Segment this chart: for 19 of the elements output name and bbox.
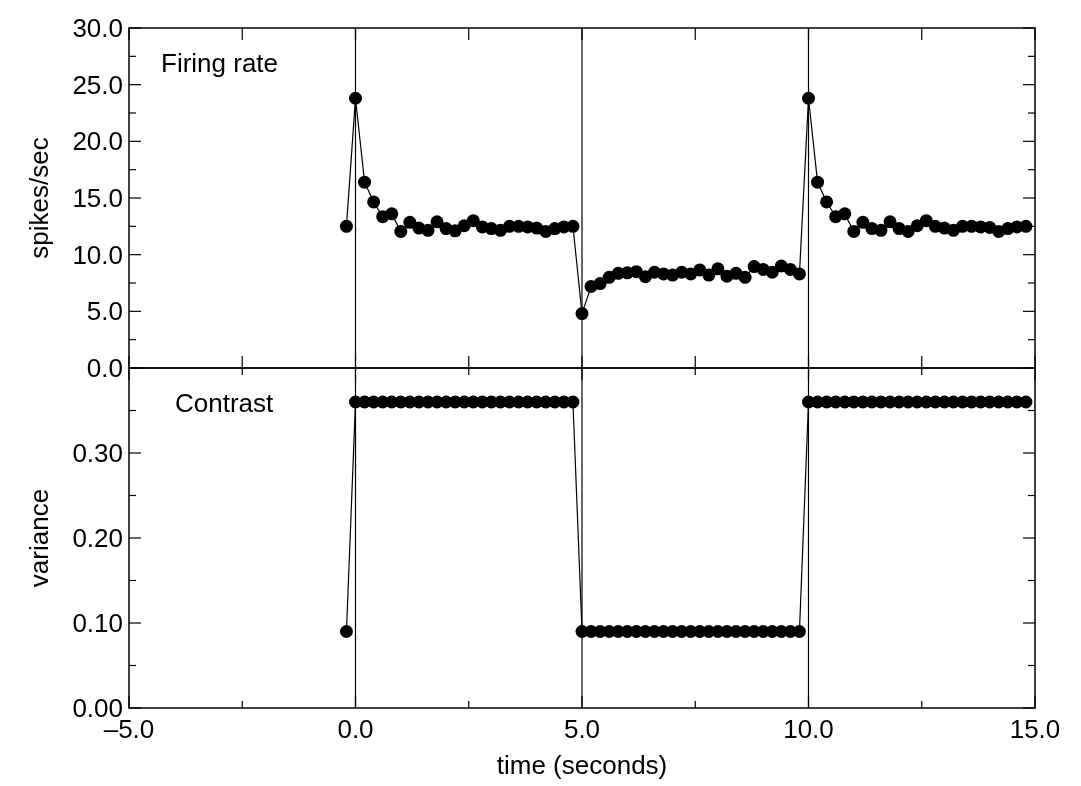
x-tick-label: 5.0 [563, 714, 601, 744]
annotation: Firing rate [161, 48, 279, 78]
y-tick-label: 0.0 [86, 353, 123, 383]
y-axis-title: variance [24, 488, 54, 588]
y-tick-label: 20.0 [72, 126, 123, 157]
x-tick-label: 0.0 [337, 714, 374, 744]
y-tick-label: 0.10 [72, 608, 123, 638]
annotation: Contrast [175, 388, 275, 418]
y-tick-label: 5.0 [86, 296, 123, 327]
y-tick-label: 15.0 [72, 183, 123, 213]
y-tick-label: 0.20 [72, 523, 123, 553]
y-tick-label: 25.0 [72, 69, 123, 100]
y-tick-label: 10.0 [72, 239, 123, 270]
y-tick-label: 0.30 [72, 438, 123, 468]
y-axis-title: spikes/sec [24, 137, 54, 259]
x-tick-label: 15.0 [1009, 714, 1061, 744]
x-tick-label: 10.0 [783, 714, 834, 744]
y-tick-label: 30.0 [72, 13, 123, 43]
x-axis-title: time (seconds) [496, 750, 668, 780]
